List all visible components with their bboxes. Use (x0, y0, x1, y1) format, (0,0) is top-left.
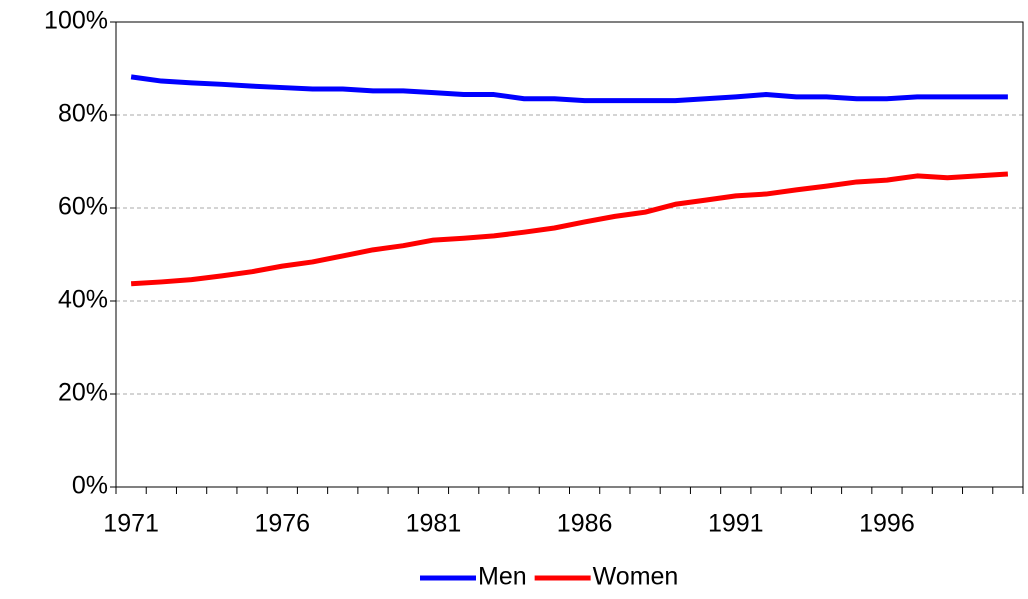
y-tick-label: 20% (58, 379, 108, 407)
legend-label: Men (478, 563, 527, 591)
y-tick-label: 60% (58, 193, 108, 221)
data-line (130, 171, 1009, 287)
y-tick-label: 0% (72, 472, 108, 500)
y-tick-label: 40% (58, 286, 108, 314)
x-tick-label: 1971 (103, 510, 159, 538)
x-tick-label: 1976 (254, 510, 310, 538)
y-tick-label: 80% (58, 100, 108, 128)
x-tick-label: 1996 (859, 510, 915, 538)
legend-label: Women (593, 563, 679, 591)
x-tick-label: 1981 (406, 510, 462, 538)
data-line (130, 74, 1008, 104)
x-tick-label: 1986 (557, 510, 613, 538)
plot-border (115, 21, 1024, 488)
x-tick-label: 1991 (708, 510, 764, 538)
y-tick-label: 100% (44, 7, 108, 35)
